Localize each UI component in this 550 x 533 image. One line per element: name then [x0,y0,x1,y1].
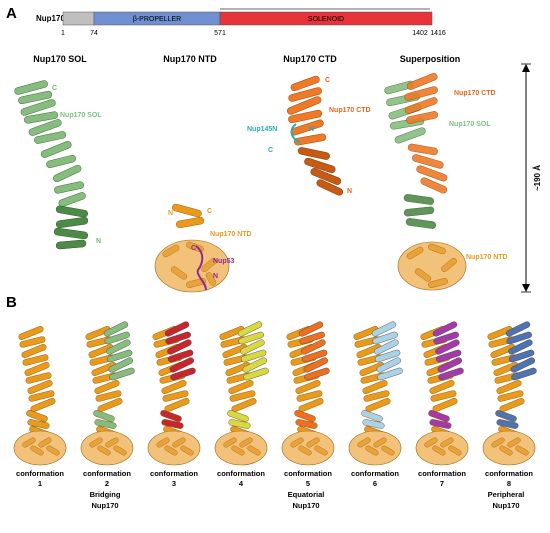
ntd-label-n: N [168,210,173,217]
panel-a-letter: A [6,5,17,22]
ctd-label-n: N [347,188,352,195]
super-label-ctd: Nup170 CTD [454,90,496,97]
tick-label-1: 1 [61,30,65,37]
ctd-label-name: Nup170 CTD [329,107,371,114]
nup145n-label-c: C [268,147,273,154]
conformation-number: 6 [373,479,377,488]
conformation-number: 8 [507,479,511,488]
domain-segment-solenoid [219,11,433,26]
structure-title-superposition: Superposition [400,54,461,64]
domain-label-propeller: β-PROPELLER [133,16,181,23]
conformation-label: conformation [83,469,131,478]
group-label-peripheral-line2: Nup170 [492,501,519,510]
nup53-label-n: N [213,273,218,280]
conformation-number: 3 [172,479,176,488]
tick-label-1402: 1402 [412,30,428,37]
super-label-sol: Nup170 SOL [449,121,491,128]
conformation-label: conformation [284,469,332,478]
structure-title-ctd: Nup170 CTD [283,54,337,64]
conformation-label: conformation [485,469,533,478]
nup145n-label-n: N [309,126,314,133]
conformation-number: 7 [440,479,444,488]
conformation-label: conformation [351,469,399,478]
protein-label: Nup170 [36,14,65,23]
tick-label-1416: 1416 [430,30,446,37]
group-label-peripheral-line1: Peripheral [488,490,525,499]
tick-label-571: 571 [214,30,226,37]
ntd-label-c: C [207,208,212,215]
structure-ctd: C Nup170 CTD Nup145N N C N [247,75,371,196]
ctd-label-c: C [325,77,330,84]
conformation-label: conformation [418,469,466,478]
group-label-bridging-line1: Bridging [90,490,121,499]
structure-sol: C Nup170 SOL N [14,80,102,250]
structure-superposition: Nup170 CTD Nup170 SOL Nup170 NTD [384,73,508,291]
domain-bar: β-PROPELLER SOLENOID 1 74 571 1402 1416 [61,8,446,37]
panel-b-letter: B [6,294,17,311]
super-label-ntd: Nup170 NTD [466,254,508,261]
group-label-bridging-line2: Nup170 [91,501,118,510]
scale-bar: ~190 Å [521,63,542,293]
structure-ntd: N C Nup170 NTD C Nup53 N [154,203,252,293]
ntd-label-name: Nup170 NTD [210,231,252,238]
domain-segment-nterm [62,11,95,26]
conformation-label: conformation [16,469,64,478]
sol-label-n: N [96,238,101,245]
sol-label-c: C [52,85,57,92]
conformation-label: conformation [150,469,198,478]
nup53-label-c: C [191,245,196,252]
domain-label-solenoid: SOLENOID [308,16,344,23]
conformation-number: 4 [239,479,244,488]
nup145n-label-name: Nup145N [247,126,277,133]
nup53-label-name: Nup53 [213,258,235,265]
sol-label-name: Nup170 SOL [60,112,102,119]
tick-label-74: 74 [90,30,98,37]
structure-title-sol: Nup170 SOL [33,54,87,64]
conformation-number: 1 [38,479,42,488]
scale-label: ~190 Å [533,165,542,191]
conformation-number: 2 [105,479,109,488]
structure-title-ntd: Nup170 NTD [163,54,217,64]
conformation-number: 5 [306,479,310,488]
group-label-equatorial-line2: Nup170 [292,501,319,510]
group-label-equatorial-line1: Equatorial [288,490,325,499]
conformation-row: conformation1conformation2conformation3c… [13,321,537,488]
conformation-label: conformation [217,469,265,478]
